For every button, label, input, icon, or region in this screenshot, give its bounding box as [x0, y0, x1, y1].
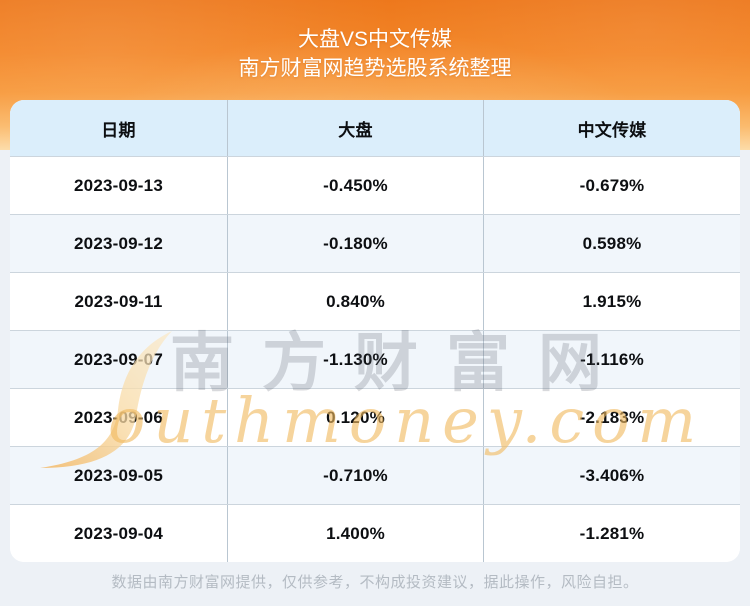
table-header-row: 日期 大盘 中文传媒 [10, 100, 740, 156]
stock-cell: -2.183% [579, 407, 645, 427]
page-title: 大盘VS中文传媒 [297, 28, 452, 51]
banner-text-block: 大盘VS中文传媒 南方财富网趋势选股系统整理 [0, 25, 750, 83]
date-cell: 2023-09-06 [10, 389, 228, 446]
table-row: 2023-09-06 0.120% -2.183% [10, 388, 740, 446]
market-cell: -1.130% [228, 331, 484, 388]
column-header-date: 日期 [10, 100, 228, 156]
table-row: 2023-09-11 0.840% 1.915% [10, 272, 740, 330]
market-cell: 0.840% [228, 273, 484, 330]
table-row: 2023-09-12 -0.180% 0.598% [10, 214, 740, 272]
table-row: 2023-09-05 -0.710% -3.406% [10, 446, 740, 504]
date-cell: 2023-09-13 [10, 157, 228, 214]
market-cell: -0.450% [228, 157, 484, 214]
stock-cell: 0.598% [582, 233, 642, 253]
stock-cell: -3.406% [579, 465, 645, 485]
date-cell: 2023-09-12 [10, 215, 228, 272]
stock-cell: 1.915% [582, 291, 642, 311]
market-cell: 0.120% [228, 389, 484, 446]
comparison-table: 日期 大盘 中文传媒 2023-09-13 -0.450% -0.679% 20… [10, 100, 740, 562]
stock-cell: -1.116% [580, 349, 644, 369]
date-cell: 2023-09-05 [10, 447, 228, 504]
table-row: 2023-09-13 -0.450% -0.679% [10, 156, 740, 214]
date-cell: 2023-09-04 [10, 505, 228, 562]
date-cell: 2023-09-11 [10, 273, 228, 330]
table-row: 2023-09-07 -1.130% -1.116% [10, 330, 740, 388]
table-row: 2023-09-04 1.400% -1.281% [10, 504, 740, 562]
disclaimer-text: 数据由南方财富网提供，仅供参考，不构成投资建议，据此操作，风险自担。 [111, 574, 639, 591]
market-cell: 1.400% [228, 505, 484, 562]
stock-cell: -0.679% [579, 175, 645, 195]
date-cell: 2023-09-07 [10, 331, 228, 388]
market-cell: -0.180% [228, 215, 484, 272]
page-subtitle: 南方财富网趋势选股系统整理 [238, 57, 512, 80]
stock-cell: -1.281% [579, 523, 645, 543]
market-cell: -0.710% [228, 447, 484, 504]
column-header-market: 大盘 [228, 100, 484, 156]
column-header-stock: 中文传媒 [577, 120, 647, 140]
